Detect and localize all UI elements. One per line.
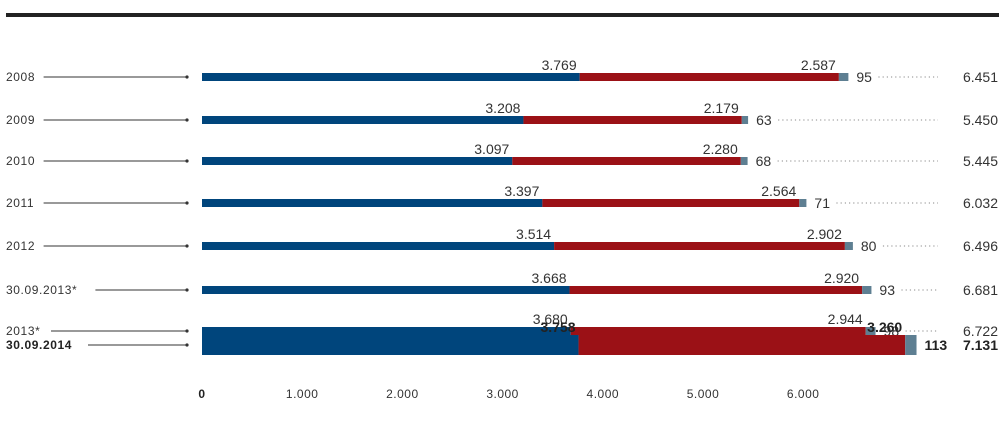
x-tick-label: 2.000: [386, 387, 419, 401]
total-label: 5.445: [963, 153, 998, 169]
bar-segment: [862, 286, 872, 294]
category-label: 30.09.2014: [6, 338, 72, 352]
leader-dot: [185, 118, 189, 122]
bar-segment: [202, 242, 555, 250]
data-label: 95: [856, 69, 872, 85]
bar-segment: [838, 73, 849, 81]
data-label: 68: [756, 153, 772, 169]
leader-dot: [185, 288, 189, 292]
data-label: 113: [925, 337, 948, 353]
category-label: 2010: [6, 154, 35, 168]
data-label: 3.397: [504, 183, 539, 199]
x-tick-label: 3.000: [486, 387, 519, 401]
leader-dot: [185, 75, 189, 79]
bar-segment: [523, 116, 742, 124]
total-label: 7.131: [963, 337, 998, 353]
bar-segment: [542, 199, 800, 207]
bar-segment: [740, 157, 748, 165]
data-label: 71: [814, 195, 830, 211]
data-label: 2.902: [807, 226, 842, 242]
leader-dot: [185, 244, 189, 248]
bar-segment: [844, 242, 853, 250]
top-rule: [6, 13, 999, 17]
total-label: 5.450: [963, 112, 998, 128]
leader-dot: [185, 159, 189, 163]
x-tick-label: 0: [198, 387, 205, 401]
total-label: 6.496: [963, 238, 998, 254]
bar-segment: [570, 327, 866, 335]
data-label: 3.769: [542, 57, 577, 73]
leader-dot: [185, 329, 189, 333]
data-label: 63: [756, 112, 772, 128]
bar-segment: [741, 116, 749, 124]
bar-segment: [202, 335, 579, 355]
bar-segment: [512, 157, 741, 165]
data-label: 3.097: [474, 141, 509, 157]
category-label: 2009: [6, 113, 35, 127]
bar-segment: [202, 286, 570, 294]
data-label: 80: [861, 238, 877, 254]
total-label: 6.681: [963, 282, 998, 298]
data-label: 3.514: [516, 226, 551, 242]
data-label: 3.758: [541, 319, 576, 335]
total-label: 6.722: [963, 323, 998, 339]
category-label: 2013*: [6, 324, 40, 338]
total-label: 6.451: [963, 69, 998, 85]
bar-segment: [799, 199, 807, 207]
leader-dot: [185, 343, 189, 347]
leader-dot: [185, 201, 189, 205]
data-label: 3.668: [531, 270, 566, 286]
data-label: 2.920: [824, 270, 859, 286]
data-label: 2.944: [828, 311, 863, 327]
total-label: 6.032: [963, 195, 998, 211]
x-tick-label: 6.000: [787, 387, 820, 401]
data-label: 2.179: [704, 100, 739, 116]
data-label: 2.587: [801, 57, 836, 73]
data-label: 3.260: [867, 319, 902, 335]
data-label: 2.280: [703, 141, 738, 157]
data-label: 2.564: [761, 183, 796, 199]
bar-segment: [569, 286, 863, 294]
category-label: 2011: [6, 196, 34, 210]
bar-segment: [905, 335, 917, 355]
bar-segment: [865, 327, 876, 335]
bar-segment: [579, 73, 839, 81]
bar-segment: [202, 199, 543, 207]
data-label: 3.208: [485, 100, 520, 116]
bar-segment: [202, 73, 580, 81]
category-label: 2012: [6, 239, 35, 253]
bar-segment: [202, 116, 524, 124]
bar-segment: [202, 157, 513, 165]
bar-segment: [202, 327, 571, 335]
category-label: 2008: [6, 70, 35, 84]
data-label: 93: [879, 282, 895, 298]
category-label: 30.09.2013*: [6, 283, 77, 297]
x-tick-label: 1.000: [286, 387, 319, 401]
x-tick-label: 5.000: [687, 387, 720, 401]
x-tick-label: 4.000: [587, 387, 620, 401]
data-label: 3.680: [533, 311, 568, 327]
bar-segment: [578, 335, 906, 355]
bar-segment: [554, 242, 845, 250]
